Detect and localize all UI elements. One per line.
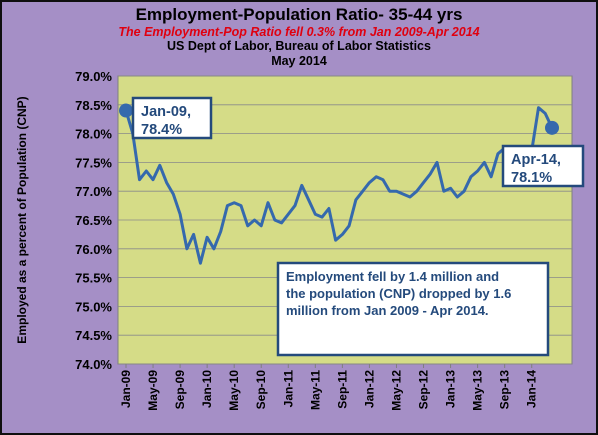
annotation-box	[131, 96, 213, 140]
y-tick-label: 77.5%	[75, 155, 112, 170]
y-tick-label: 75.5%	[75, 271, 112, 286]
annotation-line: Employment fell by 1.4 million and	[286, 269, 499, 284]
y-tick-label: 78.0%	[75, 127, 112, 142]
annotation-box	[276, 261, 550, 357]
annotation-line: Jan-09,	[141, 104, 191, 120]
x-tick-label: May-09	[146, 370, 160, 411]
y-tick-label: 74.0%	[75, 357, 112, 372]
annotation-line: the population (CNP) dropped by 1.6	[286, 286, 511, 301]
y-tick-labels: 74.0% 74.5% 75.0% 75.5% 76.0% 76.5% 77.0% 77.5%…	[75, 69, 112, 372]
x-tick-label: Jan-10	[200, 370, 214, 408]
y-tick-label: 77.0%	[75, 184, 112, 199]
series-line	[124, 106, 554, 265]
annotation-line: million from Jan 2009 - Apr 2014.	[286, 303, 489, 318]
x-tick-labels: Jan-09 May-09 Sep-09 Jan-10 May-10 Sep-10 Jan-…	[119, 364, 539, 411]
endpoint-marker	[545, 120, 559, 135]
note-box: Employment fell by 1.4 million and the po…	[276, 261, 550, 357]
annotation-box	[501, 144, 585, 188]
annotation-line: 78.4%	[141, 122, 182, 138]
y-tick-label: 79.0%	[75, 69, 112, 84]
annotation-line: 78.1%	[511, 170, 552, 186]
chart-source: US Dept of Labor, Bureau of Labor Statis…	[167, 39, 431, 53]
y-tick-label: 76.5%	[75, 213, 112, 228]
chart-title: Employment-Population Ratio- 35-44 yrs	[135, 5, 463, 24]
x-tick-label: Sep-09	[173, 370, 187, 410]
y-tick-label: 78.5%	[75, 98, 112, 113]
x-tick-label: May-10	[227, 370, 241, 411]
chart-subtitle: The Employment-Pop Ratio fell 0.3% from …	[118, 25, 480, 39]
annotation-line: Apr-14,	[511, 152, 561, 168]
x-tick-label: Jan-14	[525, 370, 539, 408]
y-tick-label: 76.0%	[75, 242, 112, 257]
start-annotation: Jan-09, 78.4%	[131, 96, 213, 140]
x-tick-label: Jan-12	[362, 370, 376, 408]
y-tick-label: 75.0%	[75, 299, 112, 314]
x-tick-label: Sep-11	[335, 370, 349, 409]
x-tick-label: Sep-13	[498, 370, 512, 410]
x-tick-label: Sep-12	[417, 370, 431, 410]
x-tick-label: May-13	[471, 370, 485, 411]
series-points	[119, 103, 559, 135]
endpoint-marker	[119, 103, 133, 118]
x-tick-label: Jan-13	[444, 370, 458, 408]
x-tick-label: May-11	[308, 370, 322, 410]
end-annotation: Apr-14, 78.1%	[501, 144, 585, 188]
x-tick-label: Jan-09	[119, 370, 133, 408]
x-tick-label: May-12	[389, 370, 403, 411]
y-tick-label: 74.5%	[75, 328, 112, 343]
chart-date: May 2014	[271, 54, 327, 68]
y-axis-label: Employed as a percent of Population (CNP…	[15, 96, 29, 343]
x-tick-label: Sep-10	[254, 370, 268, 410]
x-tick-label: Jan-11	[281, 370, 295, 408]
